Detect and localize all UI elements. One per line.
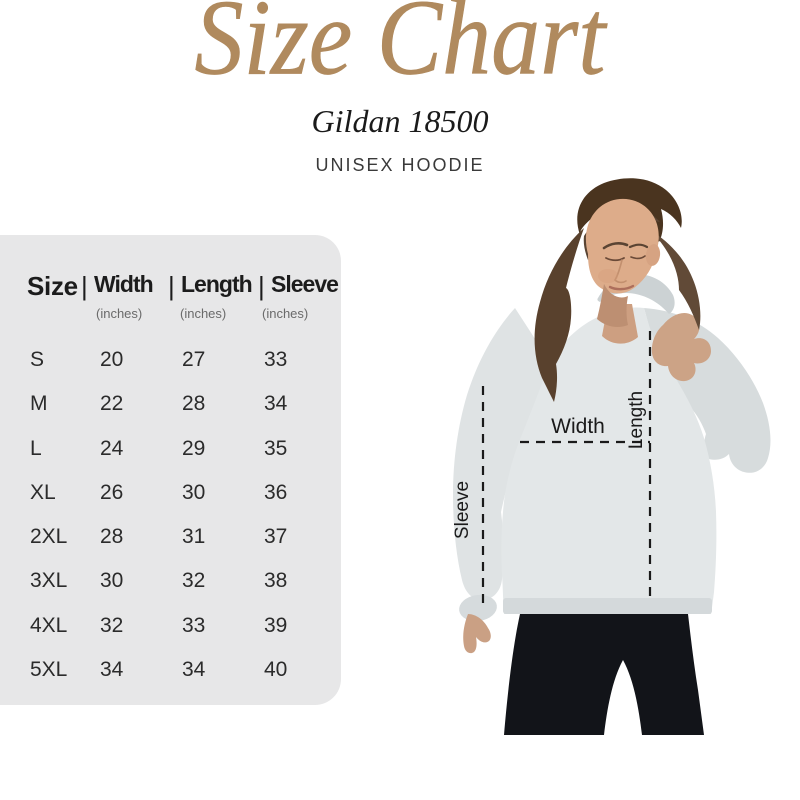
svg-text:Length: Length [626, 391, 647, 449]
svg-text:Width: Width [551, 415, 605, 438]
svg-text:Sleeve: Sleeve [452, 481, 473, 539]
